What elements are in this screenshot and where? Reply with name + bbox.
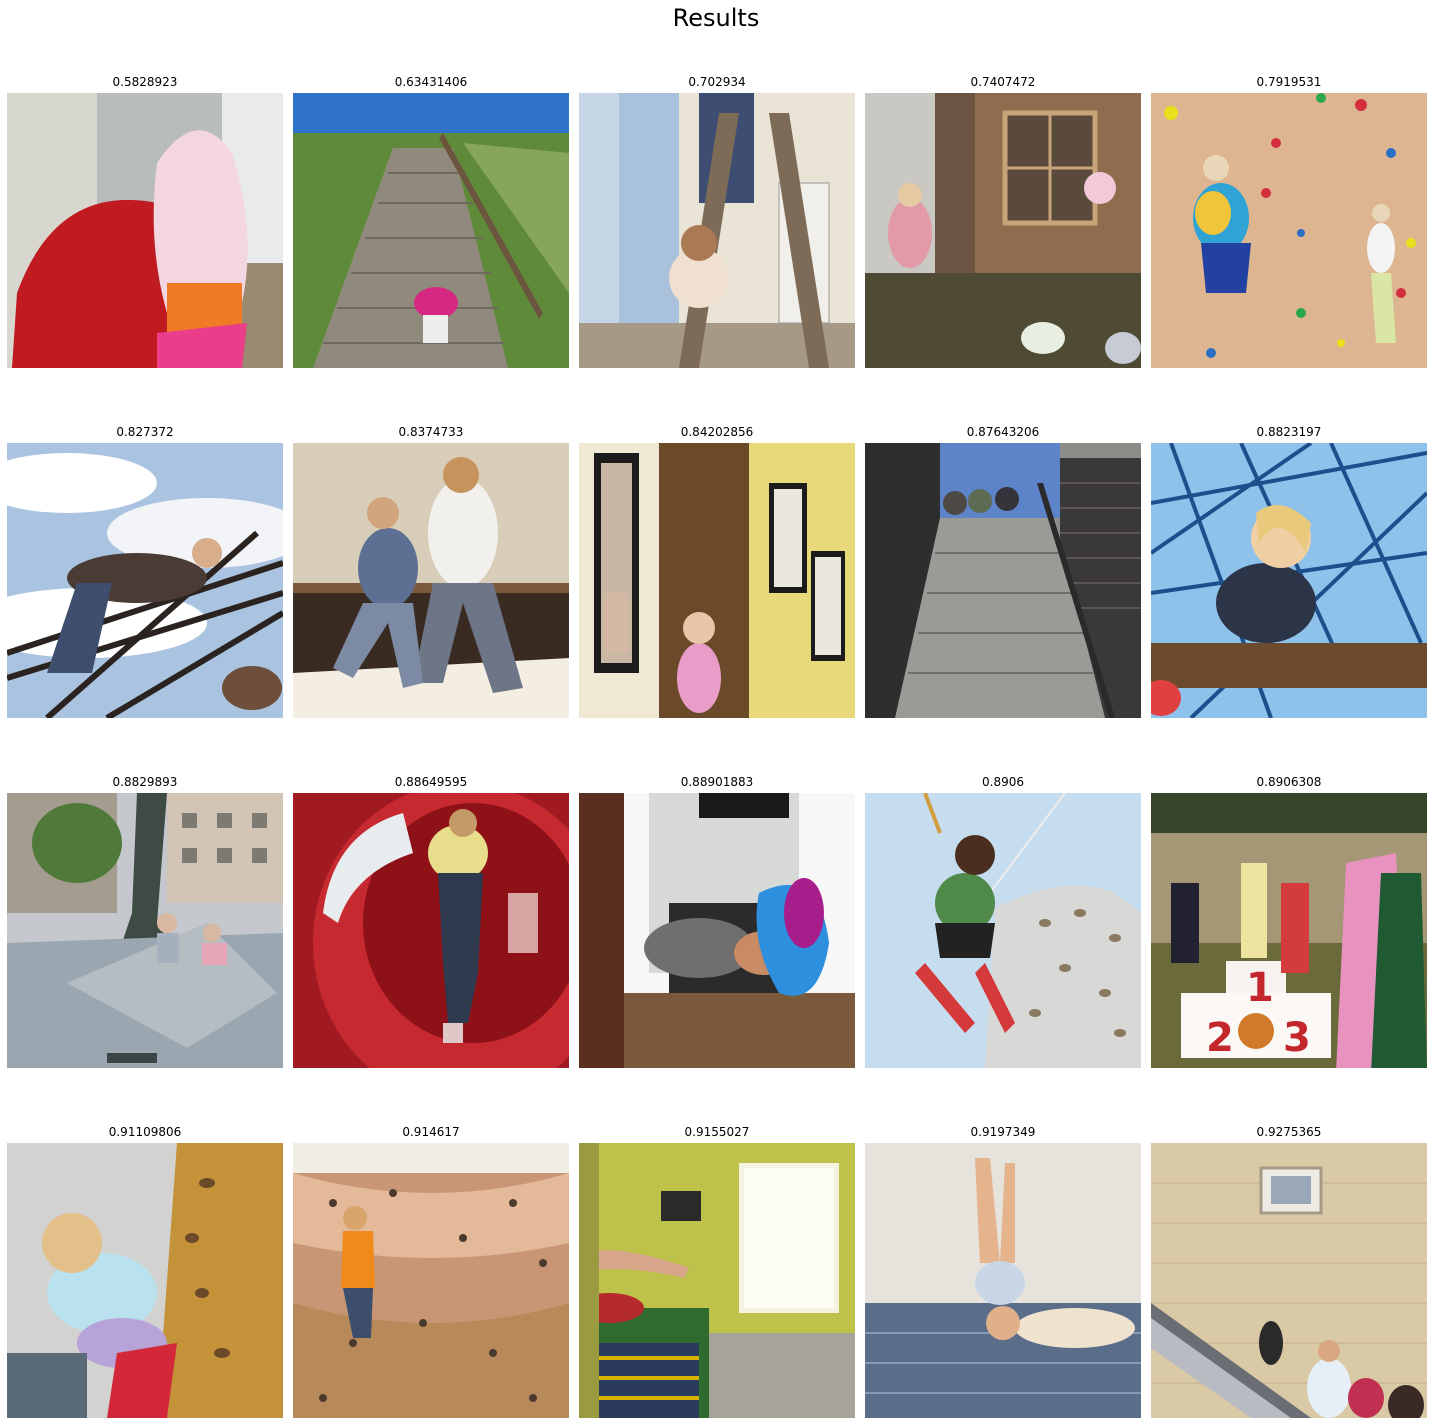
similarity-score: 0.88901883 <box>680 775 754 789</box>
result-image <box>865 443 1141 718</box>
similarity-score: 0.87643206 <box>966 425 1040 439</box>
similarity-score: 0.91109806 <box>108 1125 182 1139</box>
similarity-score: 0.914617 <box>402 1125 460 1139</box>
result-image <box>293 1143 569 1418</box>
result-image <box>1151 93 1427 368</box>
result-image <box>1151 1143 1427 1418</box>
result-image <box>865 793 1141 1068</box>
similarity-score: 0.63431406 <box>394 75 468 89</box>
result-image <box>579 793 855 1068</box>
result-image <box>7 93 283 368</box>
similarity-score: 0.7919531 <box>1256 75 1322 89</box>
similarity-score: 0.5828923 <box>112 75 178 89</box>
similarity-score: 0.8906308 <box>1256 775 1322 789</box>
similarity-score: 0.9197349 <box>970 1125 1036 1139</box>
svg-text:1: 1 <box>1246 965 1274 1011</box>
result-image <box>293 443 569 718</box>
svg-text:3: 3 <box>1283 1015 1311 1061</box>
similarity-score: 0.8906 <box>982 775 1024 789</box>
result-image <box>579 443 855 718</box>
svg-text:2: 2 <box>1206 1015 1234 1061</box>
similarity-score: 0.88649595 <box>394 775 468 789</box>
page-title: Results <box>672 4 760 32</box>
similarity-score: 0.8829893 <box>112 775 178 789</box>
similarity-score: 0.84202856 <box>680 425 754 439</box>
result-image <box>7 793 283 1068</box>
similarity-score: 0.702934 <box>688 75 746 89</box>
similarity-score: 0.827372 <box>116 425 174 439</box>
result-image <box>579 1143 855 1418</box>
similarity-score: 0.7407472 <box>970 75 1036 89</box>
result-image <box>865 1143 1141 1418</box>
result-image <box>293 93 569 368</box>
similarity-score: 0.8823197 <box>1256 425 1322 439</box>
similarity-score: 0.9155027 <box>684 1125 750 1139</box>
result-image <box>293 793 569 1068</box>
similarity-score: 0.9275365 <box>1256 1125 1322 1139</box>
result-image: 2 1 3 <box>1151 793 1427 1068</box>
result-image <box>7 443 283 718</box>
result-image <box>865 93 1141 368</box>
result-image <box>1151 443 1427 718</box>
result-image <box>579 93 855 368</box>
result-image <box>7 1143 283 1418</box>
similarity-score: 0.8374733 <box>398 425 464 439</box>
